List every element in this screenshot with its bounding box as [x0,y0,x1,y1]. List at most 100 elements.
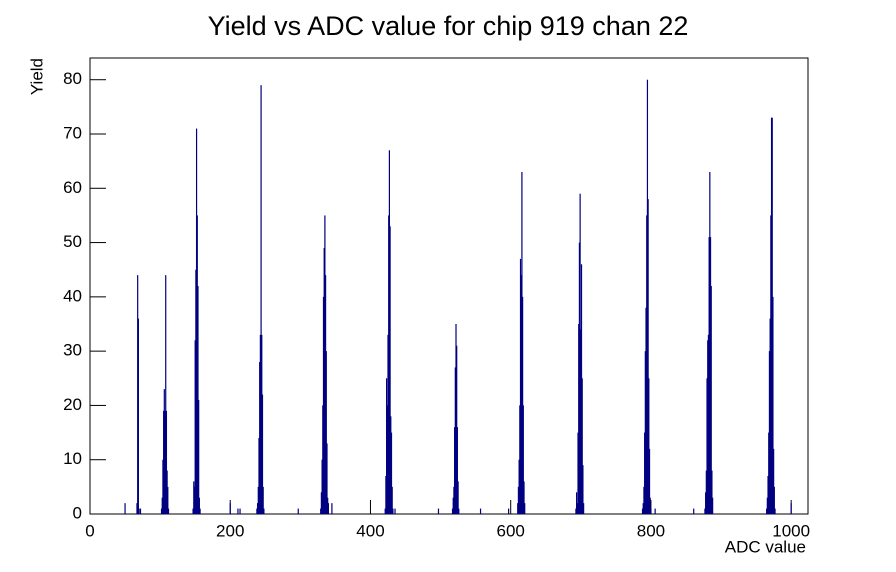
bar [768,432,770,514]
bar [773,486,775,514]
bar [768,351,771,514]
bar [452,497,454,514]
bar [704,508,706,514]
bar [386,405,388,514]
bar [321,459,323,514]
bar [167,486,169,514]
bar [773,448,775,514]
y-tick-label: 70 [63,123,82,142]
bar [645,307,647,514]
bar [643,486,645,514]
y-tick-label: 80 [63,69,82,88]
bar [583,503,585,514]
bar [163,389,165,514]
bar [327,497,329,514]
bar [507,508,510,514]
bar [326,443,328,514]
bar [647,199,649,514]
bar [197,286,199,514]
bar [790,503,792,514]
bar [712,497,714,514]
bar [770,215,772,514]
bar [389,226,391,515]
bar [454,427,456,514]
x-axis-title: ADC value [725,537,806,556]
x-tick-label: 200 [216,521,244,540]
bar [259,362,261,514]
bar [654,508,656,514]
bar [456,345,458,514]
bar [576,492,578,514]
bar [136,503,138,514]
bar [160,508,163,514]
bar [693,508,695,514]
bar [139,508,142,514]
bar [164,410,166,514]
x-tick-label: 1000 [772,521,810,540]
bar [648,378,650,514]
bar [256,503,259,514]
bar [705,492,707,514]
bar [320,508,322,514]
bar [391,486,393,514]
bar [577,432,579,514]
y-tick-label: 10 [63,449,82,468]
bar [165,275,167,514]
bar [229,503,231,514]
bar [387,334,389,514]
bar [239,508,241,514]
bar [258,438,260,514]
bar [194,340,196,514]
bar [580,329,582,514]
bar [709,172,711,514]
bar [517,503,519,514]
bar [385,476,387,514]
bar [451,508,454,514]
bar [769,318,771,514]
x-tick-label: 800 [637,521,665,540]
bar [167,508,170,514]
bar [394,508,396,514]
bar [195,128,198,515]
bar [388,215,390,514]
bar [163,410,165,514]
bar [262,486,264,514]
bar [324,275,327,514]
y-tick-label: 40 [63,286,82,305]
bar [707,340,709,514]
bar [165,410,168,514]
plot-frame [89,57,809,515]
bar [524,503,526,514]
bar [766,508,768,514]
bar [771,117,773,514]
y-tick-label: 50 [63,232,82,251]
bar [390,416,392,514]
bar [706,378,708,514]
bar [644,351,646,514]
bar [576,503,578,514]
bar [124,503,126,514]
bar [320,492,322,514]
bar [575,508,577,514]
bar [384,508,386,514]
chart-title: Yield vs ADC value for chip 919 chan 22 [208,11,689,41]
bar [193,486,196,514]
bar [322,405,324,514]
bar [263,508,265,514]
bar [385,378,388,514]
y-tick-label: 30 [63,341,82,360]
bar [388,150,391,515]
bar [774,508,776,514]
bar [198,497,200,514]
x-tick-label: 0 [85,521,94,540]
bar [580,264,583,514]
bar [260,85,262,515]
bar [195,269,197,514]
bar [766,497,768,514]
bar [522,405,524,514]
bar [648,448,651,514]
bar [772,296,774,514]
bar [161,497,163,514]
